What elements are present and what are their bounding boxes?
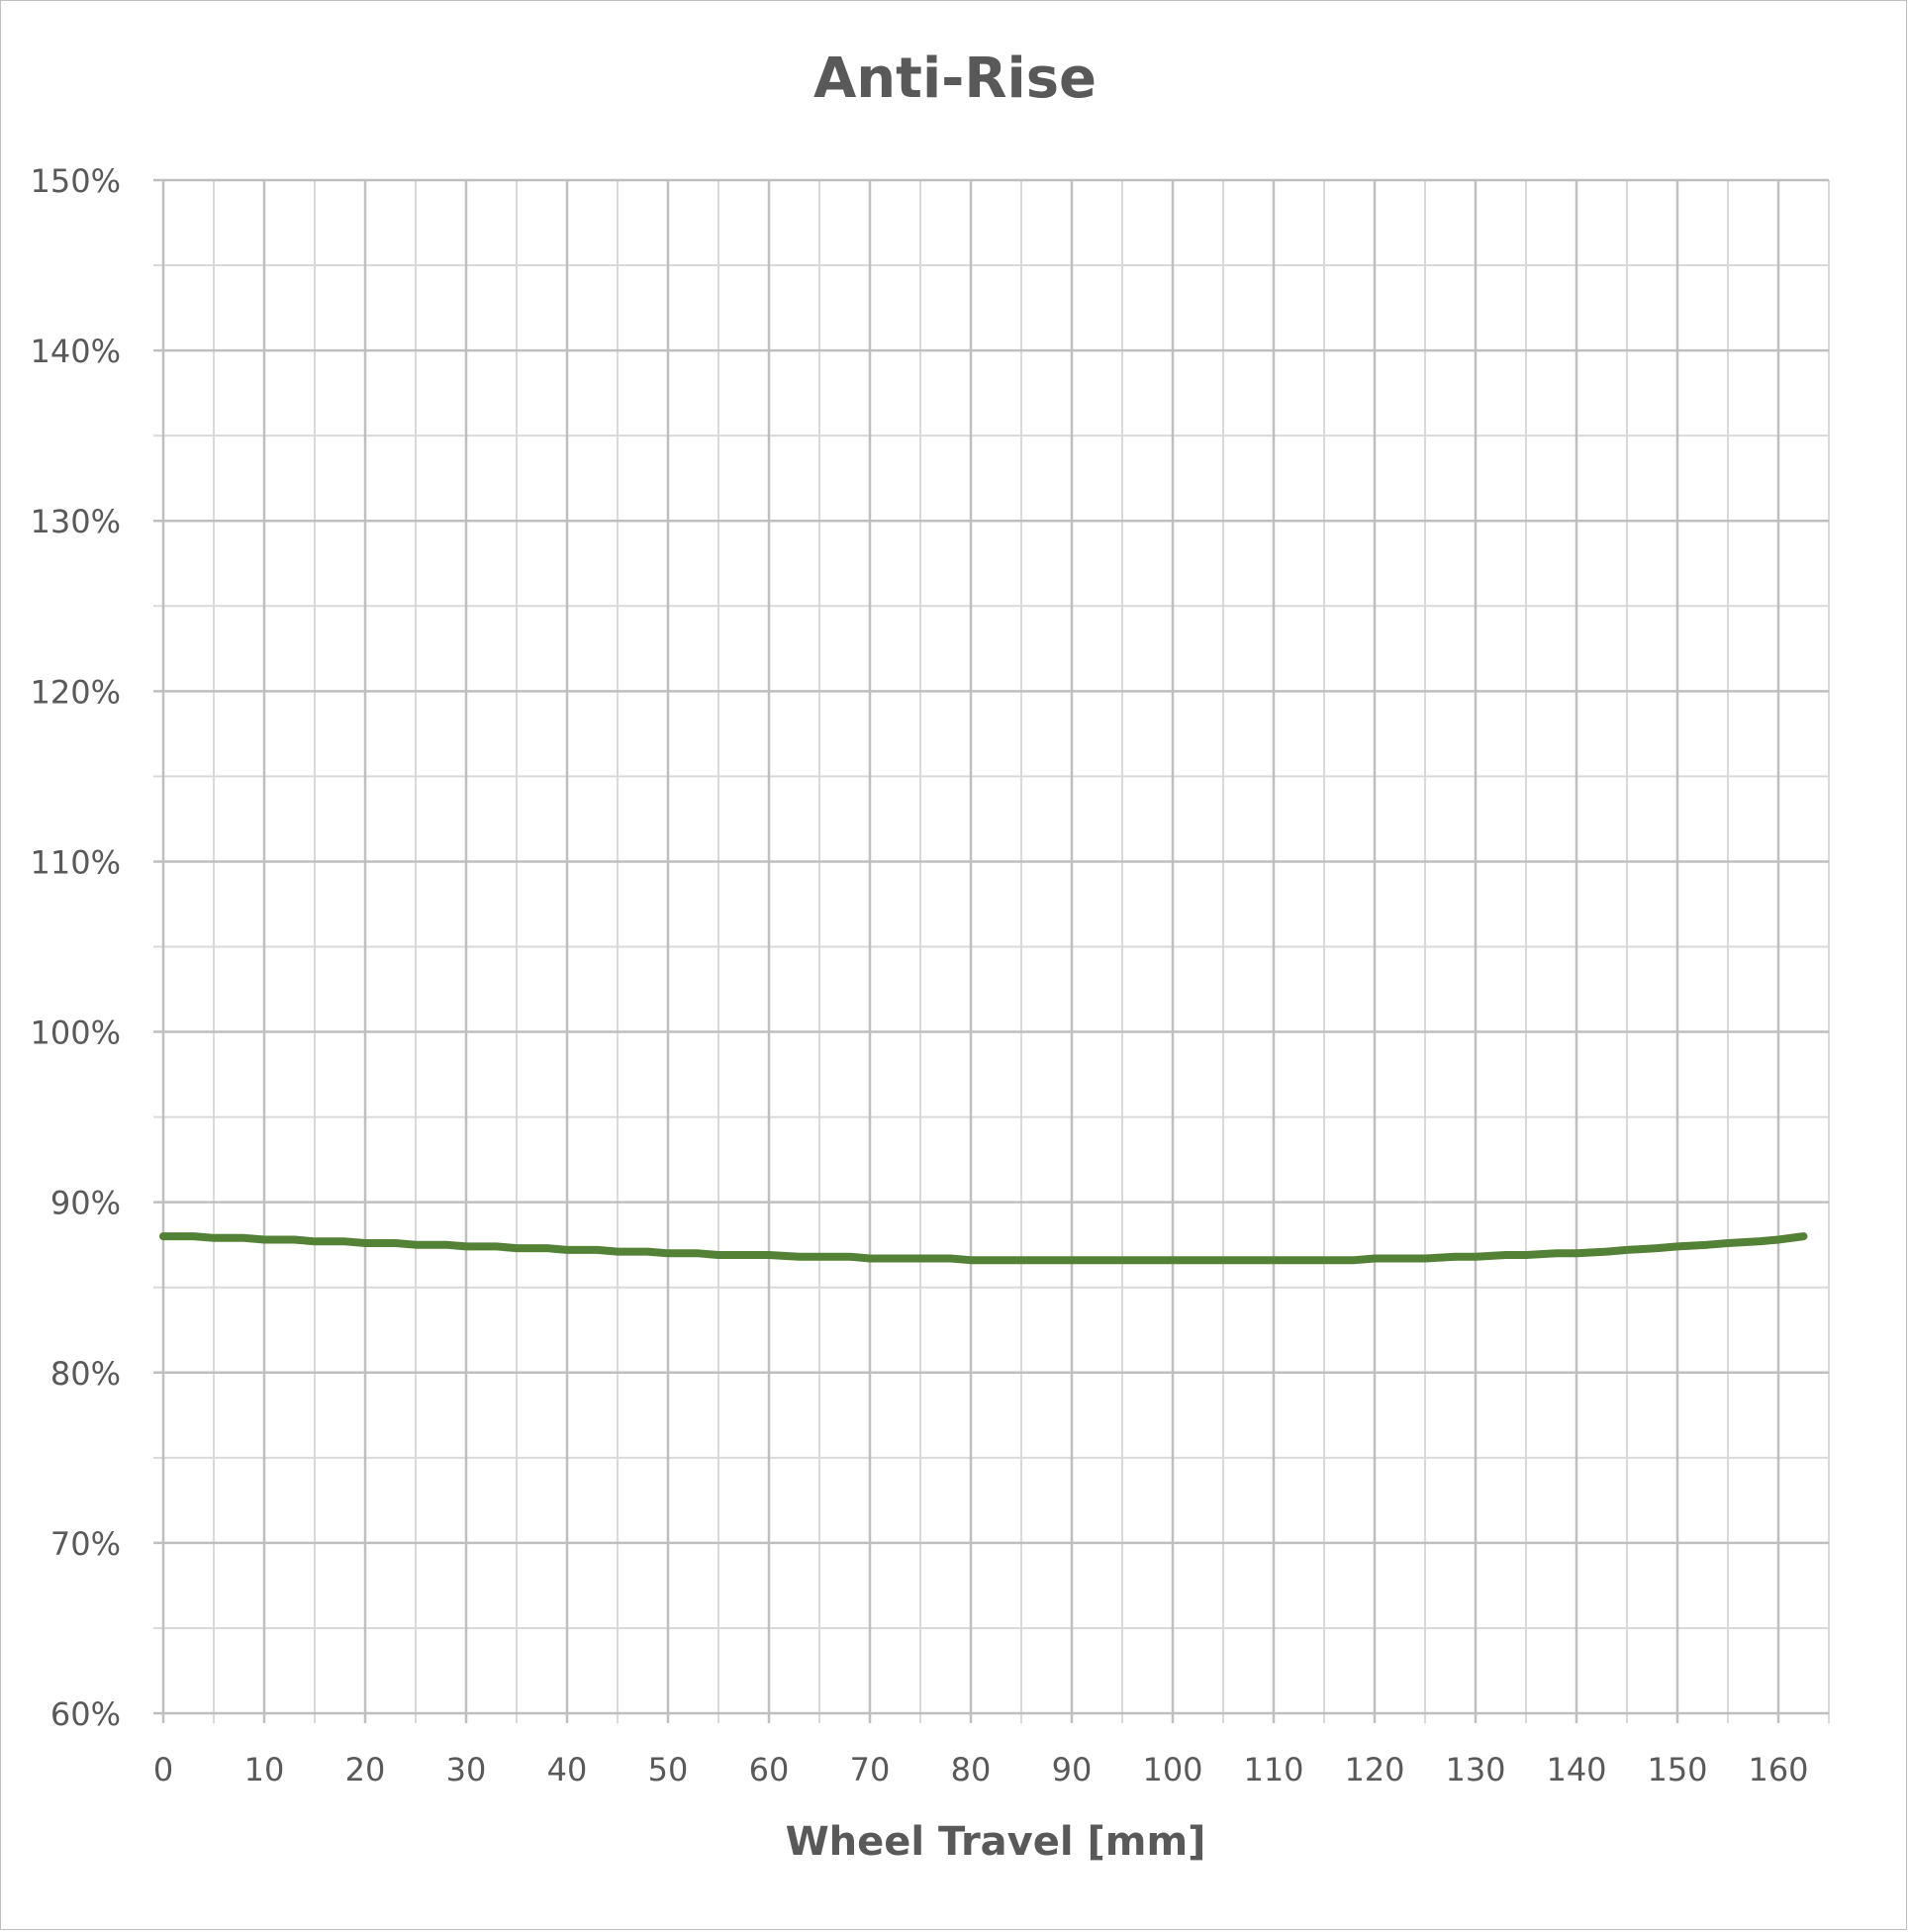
- x-tick-label: 150: [1647, 1751, 1707, 1788]
- x-tick-label: 10: [244, 1751, 285, 1788]
- y-tick-label: 100%: [31, 1014, 121, 1052]
- anti-rise-series-line: [159, 1232, 1808, 1265]
- y-tick-label: 120%: [31, 673, 121, 711]
- x-tick-label: 0: [153, 1751, 173, 1788]
- y-axis-tick-labels: 60% 70% 80% 90% 100% 110% 120% 130% 140% 150%: [31, 162, 121, 1733]
- y-tick-label: 150%: [31, 162, 121, 200]
- y-tick-label: 60%: [50, 1695, 121, 1733]
- major-gridlines: [153, 178, 1829, 1723]
- y-tick-label: 110%: [31, 843, 121, 881]
- x-axis-tick-labels: 0 10 20 30 40 50 60 70 80 90 100 110 120 130 140 150 160: [153, 1751, 1809, 1788]
- y-tick-label: 90%: [50, 1185, 121, 1222]
- y-tick-label: 70%: [50, 1525, 121, 1563]
- y-tick-label: 140%: [31, 333, 121, 370]
- x-tick-label: 90: [1052, 1751, 1093, 1788]
- x-tick-label: 130: [1445, 1751, 1505, 1788]
- x-tick-label: 110: [1243, 1751, 1303, 1788]
- y-tick-label: 130%: [31, 503, 121, 540]
- x-tick-label: 80: [951, 1751, 992, 1788]
- x-tick-label: 40: [547, 1751, 588, 1788]
- x-tick-label: 50: [648, 1751, 689, 1788]
- chart-title: Anti-Rise: [813, 47, 1097, 111]
- x-tick-label: 60: [749, 1751, 790, 1788]
- x-tick-label: 70: [850, 1751, 891, 1788]
- x-tick-label: 140: [1546, 1751, 1606, 1788]
- x-tick-label: 120: [1344, 1751, 1404, 1788]
- x-tick-label: 30: [446, 1751, 487, 1788]
- y-tick-label: 80%: [50, 1355, 121, 1393]
- x-axis-title: Wheel Travel [mm]: [786, 1819, 1206, 1865]
- x-tick-label: 160: [1748, 1751, 1808, 1788]
- series-group: [159, 1232, 1808, 1265]
- x-tick-label: 100: [1142, 1751, 1202, 1788]
- minor-gridlines: [153, 180, 1830, 1723]
- x-tick-label: 20: [345, 1751, 386, 1788]
